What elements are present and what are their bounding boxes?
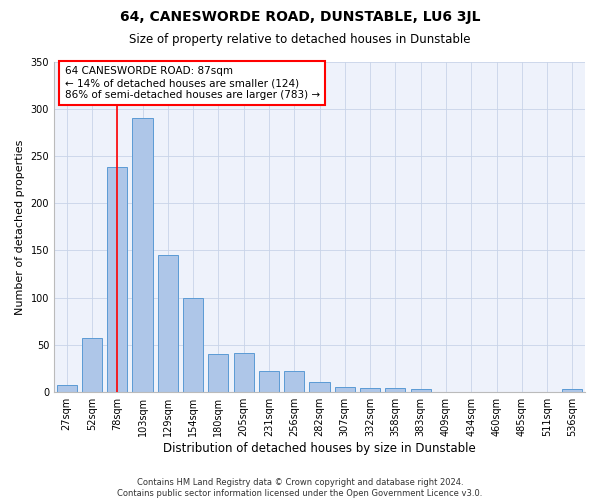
Text: Size of property relative to detached houses in Dunstable: Size of property relative to detached ho… bbox=[129, 32, 471, 46]
Text: 64, CANESWORDE ROAD, DUNSTABLE, LU6 3JL: 64, CANESWORDE ROAD, DUNSTABLE, LU6 3JL bbox=[120, 10, 480, 24]
Bar bbox=[233, 352, 254, 392]
Bar bbox=[183, 298, 203, 392]
Bar bbox=[335, 386, 355, 392]
Bar bbox=[385, 388, 406, 392]
Text: Contains HM Land Registry data © Crown copyright and database right 2024.
Contai: Contains HM Land Registry data © Crown c… bbox=[118, 478, 482, 498]
Bar bbox=[562, 390, 583, 392]
Bar bbox=[56, 384, 77, 392]
Bar bbox=[284, 372, 304, 392]
Bar bbox=[360, 388, 380, 392]
Bar bbox=[208, 354, 229, 392]
Bar bbox=[82, 338, 102, 392]
Bar bbox=[410, 390, 431, 392]
Bar bbox=[158, 255, 178, 392]
X-axis label: Distribution of detached houses by size in Dunstable: Distribution of detached houses by size … bbox=[163, 442, 476, 455]
Bar bbox=[107, 168, 127, 392]
Bar bbox=[133, 118, 152, 392]
Bar bbox=[259, 372, 279, 392]
Text: 64 CANESWORDE ROAD: 87sqm
← 14% of detached houses are smaller (124)
86% of semi: 64 CANESWORDE ROAD: 87sqm ← 14% of detac… bbox=[65, 66, 320, 100]
Bar bbox=[310, 382, 329, 392]
Y-axis label: Number of detached properties: Number of detached properties bbox=[15, 139, 25, 314]
